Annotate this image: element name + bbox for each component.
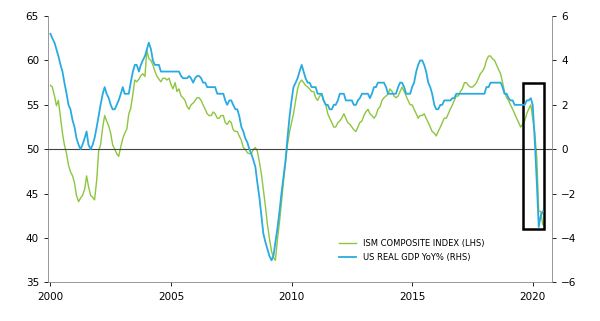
ISM COMPOSITE INDEX (LHS) — [79, 194, 86, 197]
US REAL GDP YoY% (RHS) — [79, 143, 86, 147]
Line: ISM COMPOSITE INDEX (LHS): ISM COMPOSITE INDEX (LHS) — [50, 50, 543, 260]
US REAL GDP YoY% (RHS) — [47, 32, 54, 36]
ISM COMPOSITE INDEX (LHS) — [318, 92, 325, 96]
ISM COMPOSITE INDEX (LHS) — [47, 83, 54, 87]
Line: US REAL GDP YoY% (RHS): US REAL GDP YoY% (RHS) — [50, 34, 543, 260]
ISM COMPOSITE INDEX (LHS) — [272, 258, 279, 262]
ISM COMPOSITE INDEX (LHS) — [529, 116, 536, 120]
US REAL GDP YoY% (RHS) — [248, 152, 255, 156]
Bar — [523, 83, 544, 229]
US REAL GDP YoY% (RHS) — [539, 210, 547, 213]
ISM COMPOSITE INDEX (LHS) — [143, 48, 151, 52]
US REAL GDP YoY% (RHS) — [316, 92, 323, 96]
US REAL GDP YoY% (RHS) — [421, 63, 428, 67]
ISM COMPOSITE INDEX (LHS) — [539, 223, 547, 227]
ISM COMPOSITE INDEX (LHS) — [234, 130, 241, 134]
ISM COMPOSITE INDEX (LHS) — [422, 116, 430, 120]
Legend: ISM COMPOSITE INDEX (LHS), US REAL GDP YoY% (RHS): ISM COMPOSITE INDEX (LHS), US REAL GDP Y… — [336, 236, 487, 265]
US REAL GDP YoY% (RHS) — [232, 107, 239, 111]
US REAL GDP YoY% (RHS) — [527, 96, 535, 100]
ISM COMPOSITE INDEX (LHS) — [250, 147, 257, 151]
US REAL GDP YoY% (RHS) — [268, 258, 275, 262]
